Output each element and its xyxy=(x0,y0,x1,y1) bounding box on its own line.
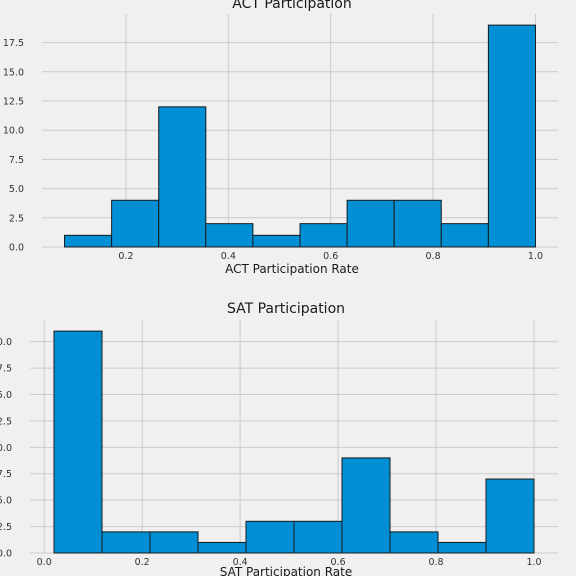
x-tick-label: 0.2 xyxy=(135,557,150,568)
histogram-bar xyxy=(437,541,487,554)
chart-title: ACT Participation xyxy=(232,0,352,12)
x-tick-label: 0.2 xyxy=(118,251,133,262)
x-tick-label: 1.0 xyxy=(526,557,541,568)
y-tick-label: 15.0 xyxy=(0,390,12,401)
y-tick-label: 2.5 xyxy=(0,522,12,533)
histogram-bar xyxy=(158,106,207,248)
histogram-bar xyxy=(205,223,254,248)
x-axis-label: SAT Participation Rate xyxy=(220,565,353,576)
y-tick-label: 17.5 xyxy=(3,38,24,49)
histogram-bar xyxy=(341,457,391,554)
histogram-bar xyxy=(252,234,301,248)
histogram-bar xyxy=(111,199,160,248)
y-tick-label: 7.5 xyxy=(9,155,24,166)
x-tick-label: 0.0 xyxy=(37,557,52,568)
y-tick-label: 7.5 xyxy=(0,469,12,480)
y-tick-label: 5.0 xyxy=(9,184,24,195)
x-tick-label: 0.6 xyxy=(331,557,346,568)
histogram-bar xyxy=(440,223,489,248)
y-tick-label: 12.5 xyxy=(0,416,12,427)
y-tick-label: 2.5 xyxy=(9,213,24,224)
histogram-bar xyxy=(485,478,535,554)
y-tick-label: 10.0 xyxy=(3,126,24,137)
sat-participation-histogram: 0.0 0.2 0.4 0.6 0.8 1.0 0.0 2.5 5.0 7.5 10.0 12.5 15… xyxy=(0,301,558,576)
y-tick-label: 15.0 xyxy=(3,67,24,78)
x-axis-label: ACT Participation Rate xyxy=(225,262,359,276)
y-tick-label: 20.0 xyxy=(0,337,12,348)
y-tick-label: 0.0 xyxy=(0,549,12,560)
y-tick-label: 5.0 xyxy=(0,496,12,507)
act-participation-histogram: 0.2 0.4 0.6 0.8 1.0 0.0 2.5 5.0 7.5 10.0 12.5 15.0 1… xyxy=(3,0,558,276)
x-tick-label: 0.6 xyxy=(323,251,338,262)
histogram-bar xyxy=(53,330,103,554)
x-tick-label: 0.4 xyxy=(233,557,248,568)
histogram-bar xyxy=(487,24,536,248)
histogram-bar xyxy=(389,531,439,554)
histogram-bar xyxy=(346,199,395,248)
histogram-bar xyxy=(393,199,442,248)
histogram-bar xyxy=(149,531,199,554)
histogram-bar xyxy=(293,520,343,554)
y-tick-label: 12.5 xyxy=(3,97,24,108)
x-tick-label: 0.8 xyxy=(426,251,441,262)
x-tick-label: 0.8 xyxy=(428,557,443,568)
histogram-bar xyxy=(197,541,247,554)
histogram-bar xyxy=(299,223,348,248)
histogram-bar xyxy=(64,234,113,248)
y-tick-label: 0.0 xyxy=(9,243,24,254)
histogram-bar xyxy=(101,531,151,554)
x-tick-label: 1.0 xyxy=(528,251,543,262)
x-tick-label: 0.4 xyxy=(221,251,236,262)
y-tick-label: 17.5 xyxy=(0,364,12,375)
histogram-bar xyxy=(245,520,295,554)
chart-title: SAT Participation xyxy=(227,301,345,317)
y-tick-label: 10.0 xyxy=(0,443,12,454)
